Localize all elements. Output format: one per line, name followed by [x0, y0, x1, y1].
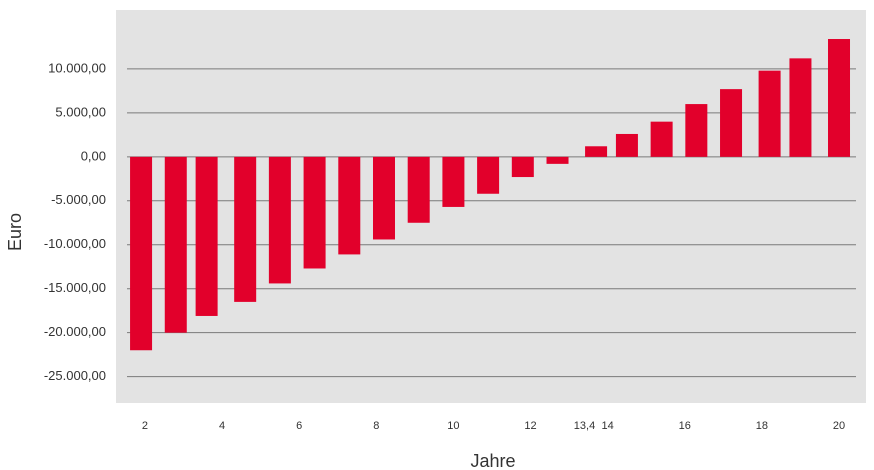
y-tick-label: 0,00 [81, 148, 106, 163]
x-tick-label: 20 [833, 420, 845, 432]
y-axis-label: Euro [5, 213, 25, 251]
y-tick-label: -25.000,00 [44, 368, 106, 383]
x-tick-label: 8 [373, 420, 379, 432]
y-tick-label: 10.000,00 [48, 60, 106, 75]
x-tick-label: 18 [756, 420, 768, 432]
x-tick-label: 12 [524, 420, 536, 432]
bar [650, 121, 673, 157]
x-tick-label: 14 [602, 420, 614, 432]
y-tick-label: -10.000,00 [44, 236, 106, 251]
bar [585, 146, 608, 157]
bar [511, 156, 534, 178]
x-tick-label: 2 [142, 420, 148, 432]
bar [338, 156, 361, 255]
bar [130, 156, 153, 351]
y-tick-label: -20.000,00 [44, 324, 106, 339]
bar [685, 104, 708, 157]
bar [164, 156, 187, 333]
bar [720, 89, 743, 157]
bar [268, 156, 291, 284]
y-tick-label: 5.000,00 [55, 104, 106, 119]
bar [303, 156, 326, 269]
bar [477, 156, 500, 194]
x-tick-label: 4 [219, 420, 225, 432]
x-axis-label: Jahre [470, 451, 515, 470]
bar [407, 156, 430, 223]
bar [195, 156, 218, 316]
bar [546, 156, 569, 164]
bar [828, 39, 851, 157]
x-tick-label: 16 [679, 420, 691, 432]
y-tick-label: -15.000,00 [44, 280, 106, 295]
bar [442, 156, 465, 207]
y-tick-label: -5.000,00 [51, 192, 106, 207]
x-tick-label: 13,4 [574, 420, 595, 432]
bar [234, 156, 257, 302]
bar [615, 133, 638, 157]
x-tick-label: 10 [447, 420, 459, 432]
bar [372, 156, 395, 240]
bar [789, 58, 812, 157]
bar [758, 70, 781, 157]
x-tick-label: 6 [296, 420, 302, 432]
